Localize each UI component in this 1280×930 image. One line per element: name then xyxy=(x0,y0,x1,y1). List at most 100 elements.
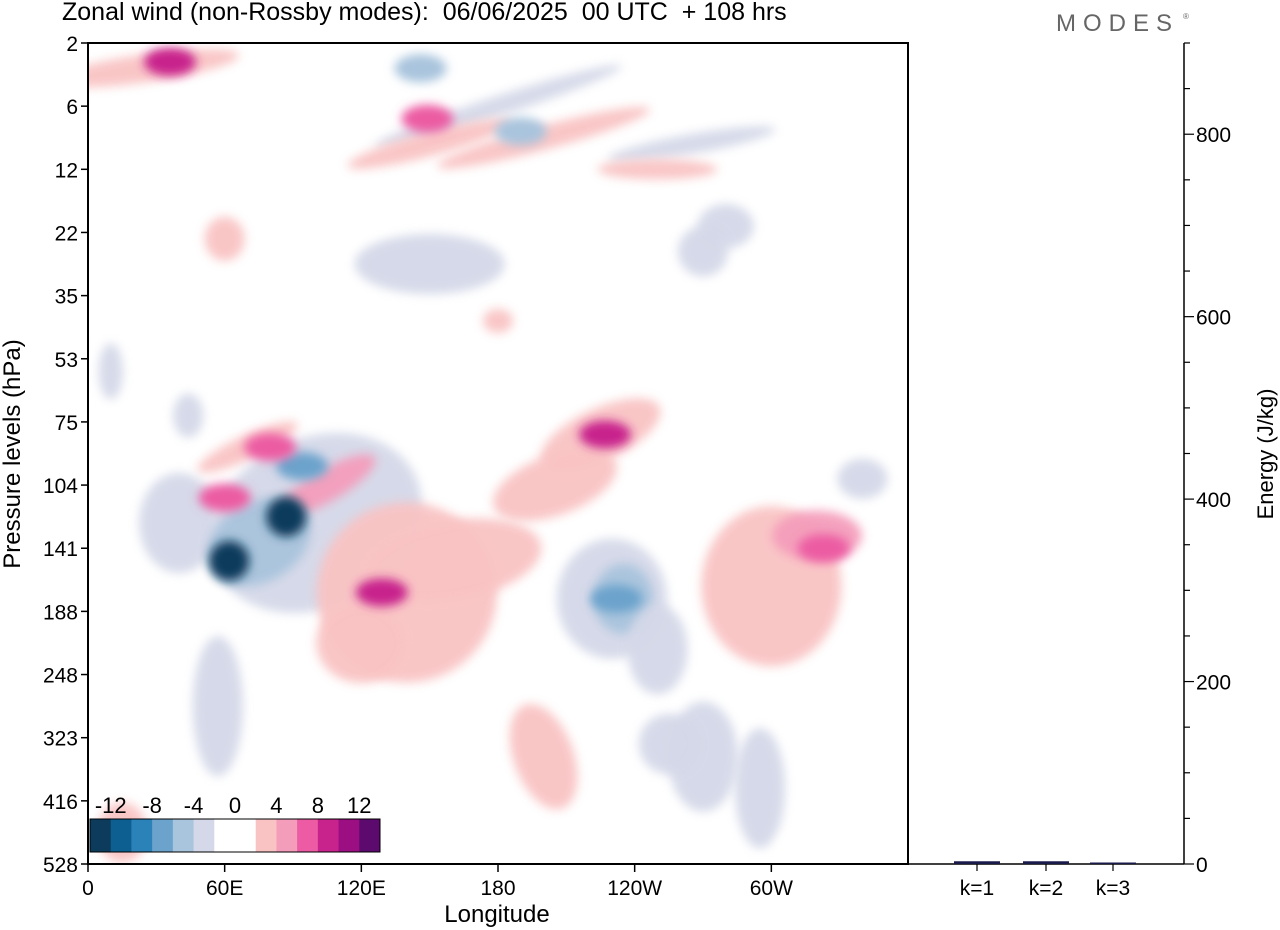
bar-category-label: k=2 xyxy=(1029,877,1063,900)
colorbar-swatch xyxy=(193,819,215,852)
energy-bar xyxy=(954,861,1000,864)
pressure-tick-label: 104 xyxy=(43,475,78,498)
energy-bar xyxy=(1023,861,1069,864)
longitude-tick-label: 60E xyxy=(206,877,243,900)
wind-contour-field xyxy=(88,47,888,864)
contour-patch xyxy=(204,216,245,261)
colorbar-label: -12 xyxy=(95,793,127,818)
colorbar-swatch xyxy=(214,819,236,852)
pressure-tick-label: 141 xyxy=(43,538,78,561)
colorbar-swatch xyxy=(317,819,340,852)
modes-logo: MODES xyxy=(1056,10,1180,37)
colorbar-swatch xyxy=(359,819,381,852)
energy-tick-label: 200 xyxy=(1196,672,1231,695)
contour-patch xyxy=(192,636,243,777)
colorbar-swatch xyxy=(90,819,112,852)
colorbar-swatch xyxy=(235,819,257,852)
contour-patch xyxy=(678,226,728,277)
registered-mark: ® xyxy=(1183,12,1189,21)
contour-patch xyxy=(627,604,688,695)
contour-core xyxy=(266,496,307,537)
colorbar-swatch xyxy=(152,819,174,852)
colorbar-swatch xyxy=(131,819,153,852)
contour-patch xyxy=(347,119,512,169)
x-axis-label: Longitude xyxy=(444,901,549,928)
contour-core xyxy=(144,47,196,76)
contour-patch xyxy=(493,449,617,521)
colorbar-swatch xyxy=(172,819,195,852)
chart-title: Zonal wind (non-Rossby modes): 06/06/202… xyxy=(62,0,787,26)
colorbar-label: 0 xyxy=(229,793,241,818)
contour-core xyxy=(276,452,329,481)
pressure-tick-label: 22 xyxy=(55,222,78,245)
pressure-tick-label: 75 xyxy=(55,412,78,435)
energy-tick-label: 800 xyxy=(1196,124,1231,147)
pressure-tick-label: 12 xyxy=(55,159,78,182)
contour-core xyxy=(198,483,251,512)
contour-patch xyxy=(363,518,542,604)
colorbar-label: 4 xyxy=(270,793,282,818)
contour-patch xyxy=(483,308,513,333)
contour-patch xyxy=(315,211,385,254)
colorbar-label: 12 xyxy=(347,793,371,818)
pressure-tick-label: 2 xyxy=(66,33,78,56)
contour-patch xyxy=(607,126,776,162)
pressure-axis: 2 6 12 22 35 53 75 104 141 188 248 323 416 528 xyxy=(43,33,88,877)
longitude-tick-label: 60W xyxy=(750,877,793,900)
contour-core xyxy=(579,420,632,449)
longitude-tick-label: 120W xyxy=(607,877,662,900)
bar-category-label: k=3 xyxy=(1096,877,1130,900)
contour-patch xyxy=(316,602,407,683)
contour-patch xyxy=(509,703,578,810)
colorbar-swatch xyxy=(255,819,277,852)
colorbar-swatch xyxy=(110,819,132,852)
contour-patch xyxy=(659,78,838,109)
bar-category-label: k=1 xyxy=(960,877,994,900)
pressure-tick-label: 6 xyxy=(66,96,78,119)
energy-tick-label: 0 xyxy=(1196,854,1208,877)
contour-patch xyxy=(776,822,857,864)
pressure-tick-label: 35 xyxy=(55,286,78,309)
energy-tick-label: 400 xyxy=(1196,489,1231,512)
y-axis-label: Pressure levels (hPa) xyxy=(0,339,26,568)
contour-core xyxy=(355,578,408,607)
contour-patch xyxy=(734,728,785,849)
contour-core xyxy=(797,534,850,563)
colorbar-swatch xyxy=(338,819,360,852)
pressure-tick-label: 528 xyxy=(43,854,78,877)
contour-core xyxy=(590,584,643,613)
contour-patch xyxy=(98,343,123,400)
longitude-tick-label: 120E xyxy=(337,877,386,900)
contour-patch xyxy=(354,234,505,295)
contour-core xyxy=(494,117,547,146)
longitude-tick-label: 180 xyxy=(480,877,515,900)
pressure-tick-label: 188 xyxy=(43,601,78,624)
colorbar-label: 8 xyxy=(312,793,324,818)
pressure-tick-label: 416 xyxy=(43,791,78,814)
longitude-axis: 0 60E 120E 180 120W 60W xyxy=(82,864,793,900)
energy-bar xyxy=(1090,862,1136,864)
contour-core xyxy=(401,104,454,133)
energy-bar-panel: 0 200 400 600 800 k=1 k=2 k=3 xyxy=(908,42,1231,900)
contour-core xyxy=(244,433,297,462)
pressure-tick-label: 53 xyxy=(55,349,78,372)
colorbar-label: -4 xyxy=(184,793,204,818)
colorbar-swatch xyxy=(276,819,298,852)
contour-core xyxy=(394,54,447,83)
longitude-tick-label: 0 xyxy=(82,877,94,900)
colorbar-border xyxy=(89,818,381,853)
colorbar-label: -8 xyxy=(142,793,162,818)
pressure-tick-label: 323 xyxy=(43,728,78,751)
pressure-tick-label: 248 xyxy=(43,665,78,688)
contour-core xyxy=(209,540,250,581)
energy-tick-label: 600 xyxy=(1196,307,1231,330)
contour-patch xyxy=(837,458,888,499)
contour-patch xyxy=(638,714,699,775)
colorbar-legend: -12 -8 -4 0 4 8 12 xyxy=(89,793,381,853)
contour-patch xyxy=(597,159,718,180)
contour-patch xyxy=(173,393,204,438)
colorbar-swatch xyxy=(297,819,319,852)
contour-patch xyxy=(278,454,376,516)
energy-axis-label: Energy (J/kg) xyxy=(1253,389,1278,520)
